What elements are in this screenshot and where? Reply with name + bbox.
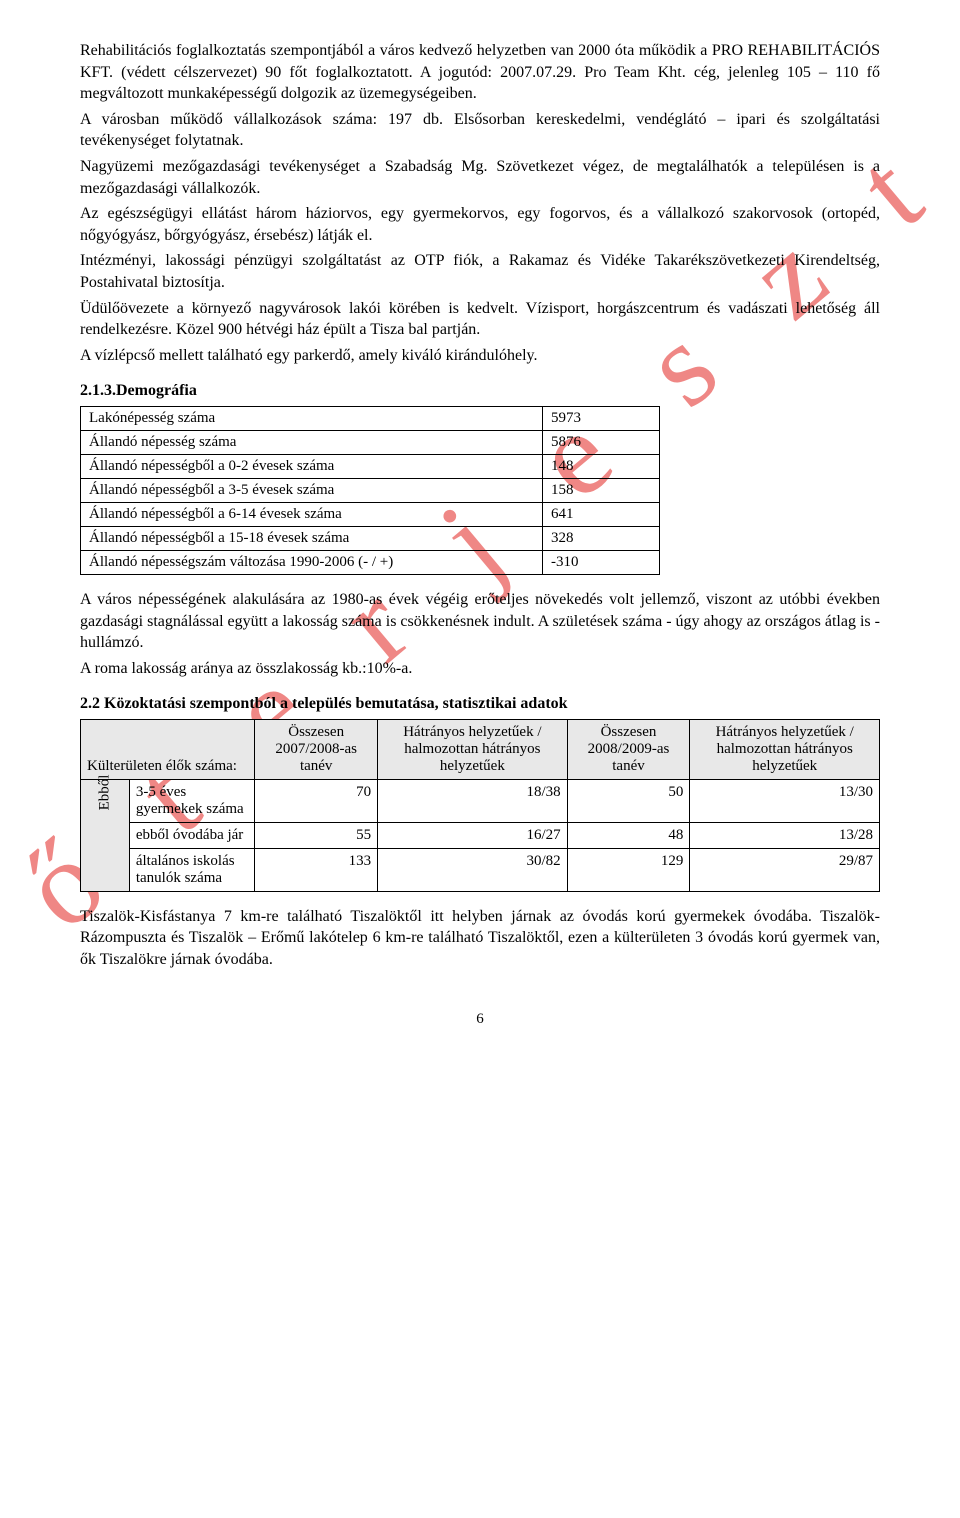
paragraph: Nagyüzemi mezőgazdasági tevékenységet a … [80,156,880,199]
table-cell-label: Állandó népességszám változása 1990-2006… [81,550,543,574]
table-cell-value: -310 [543,550,660,574]
stats-header-kulterulet: Külterületen élők száma: [81,719,255,779]
table-cell-label: általános iskolás tanulók száma [129,848,254,891]
page-content: Rehabilitációs foglalkoztatás szempontjá… [80,40,880,1028]
section-title-demografia: 2.1.3.Demográfia [80,380,880,402]
table-row: Ebből3-5 éves gyermekek száma7018/385013… [81,779,880,822]
table-row: Állandó népességszám változása 1990-2006… [81,550,660,574]
paragraph: Az egészségügyi ellátást három háziorvos… [80,203,880,246]
section-title-kozoktatasi: 2.2 Közoktatási szempontból a település … [80,693,880,715]
table-cell-value: 129 [567,848,690,891]
stats-header-col4: Hátrányos helyzetűek / halmozottan hátrá… [690,719,880,779]
paragraph: Rehabilitációs foglalkoztatás szempontjá… [80,40,880,105]
table-cell-value: 148 [543,454,660,478]
table-cell-value: 133 [255,848,378,891]
table-cell-label: Állandó népességből a 6-14 évesek száma [81,502,543,526]
table-cell-value: 13/30 [690,779,880,822]
table-cell-label: ebből óvodába jár [129,822,254,848]
table-cell-label: Állandó népességből a 0-2 évesek száma [81,454,543,478]
table-cell-value: 70 [255,779,378,822]
closing-paragraph: Tiszalök-Kisfástanya 7 km-re található T… [80,906,880,971]
paragraph: A roma lakosság aránya az összlakosság k… [80,658,880,680]
table-row: Állandó népességből a 0-2 évesek száma14… [81,454,660,478]
table-cell-value: 16/27 [378,822,568,848]
table-cell-value: 641 [543,502,660,526]
table-row: Állandó népességből a 15-18 évesek száma… [81,526,660,550]
table-cell-value: 48 [567,822,690,848]
table-cell-label: Lakónépesség száma [81,406,543,430]
table-row: általános iskolás tanulók száma13330/821… [81,848,880,891]
stats-header-col1: Összesen 2007/2008-as tanév [255,719,378,779]
table-cell-value: 5876 [543,430,660,454]
page-number: 6 [80,1011,880,1028]
table-cell-label: Állandó népességből a 15-18 évesek száma [81,526,543,550]
table-cell-value: 328 [543,526,660,550]
paragraph: Üdülőövezete a környező nagyvárosok lakó… [80,298,880,341]
table-cell-label: Állandó népesség száma [81,430,543,454]
table-cell-value: 50 [567,779,690,822]
table-row: Állandó népességből a 3-5 évesek száma15… [81,478,660,502]
table-cell-value: 5973 [543,406,660,430]
statisztika-table: Külterületen élők száma: Összesen 2007/2… [80,719,880,892]
table-cell-value: 13/28 [690,822,880,848]
table-row: Állandó népességből a 6-14 évesek száma6… [81,502,660,526]
table-cell-value: 29/87 [690,848,880,891]
table-row: Állandó népesség száma5876 [81,430,660,454]
table-cell-value: 158 [543,478,660,502]
paragraph: A város népességének alakulására az 1980… [80,589,880,654]
paragraph: Intézményi, lakossági pénzügyi szolgálta… [80,250,880,293]
stats-header-col2: Hátrányos helyzetűek / halmozottan hátrá… [378,719,568,779]
table-cell-value: 30/82 [378,848,568,891]
table-row: Lakónépesség száma5973 [81,406,660,430]
stats-header-col3: Összesen 2008/2009-as tanév [567,719,690,779]
demografia-table: Lakónépesség száma5973Állandó népesség s… [80,406,660,575]
table-cell-label: 3-5 éves gyermekek száma [129,779,254,822]
table-cell-value: 18/38 [378,779,568,822]
rowgroup-label: Ebből [81,779,130,891]
table-cell-label: Állandó népességből a 3-5 évesek száma [81,478,543,502]
paragraph: A vízlépcső mellett található egy parker… [80,345,880,367]
table-row: ebből óvodába jár5516/274813/28 [81,822,880,848]
table-cell-value: 55 [255,822,378,848]
paragraph: A városban működő vállalkozások száma: 1… [80,109,880,152]
